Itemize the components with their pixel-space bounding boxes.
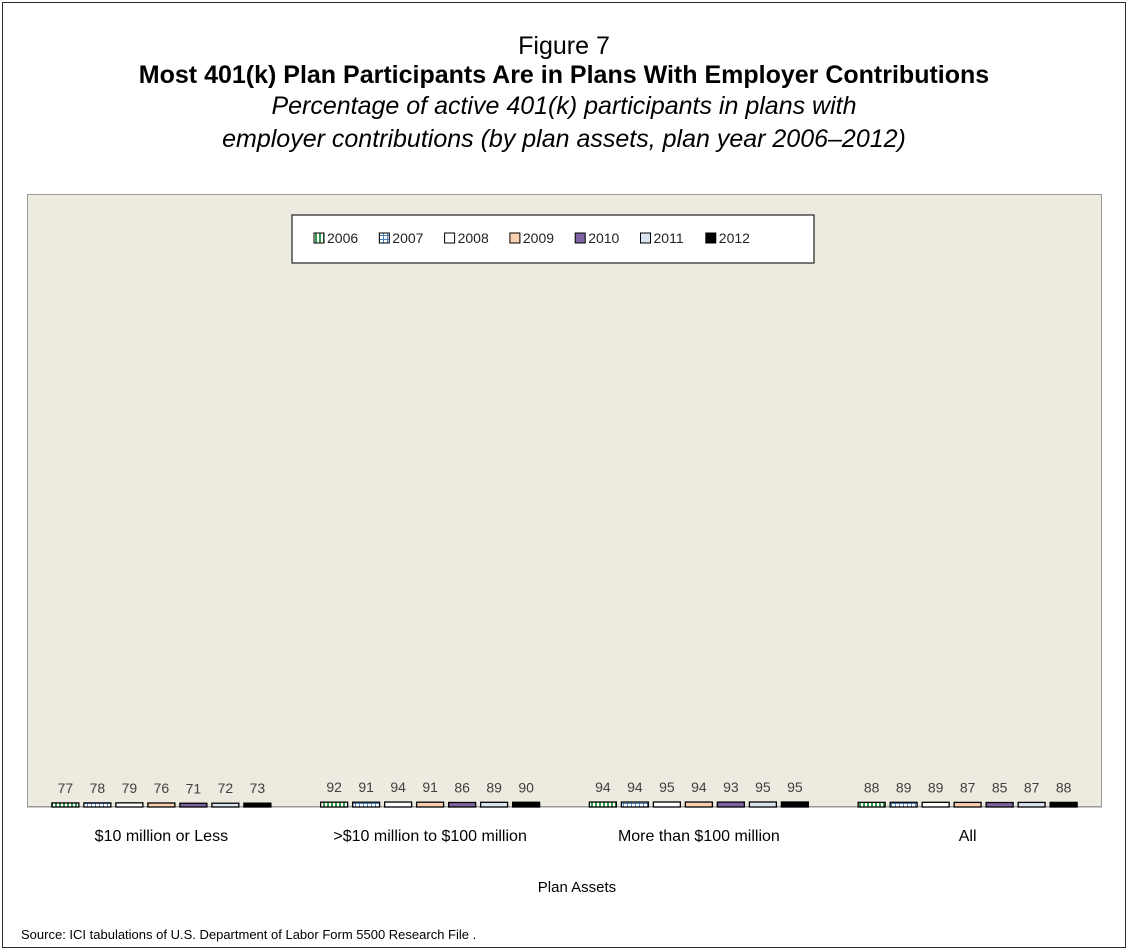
category-label-10-million-to-100-million: >$10 million to $100 million [333, 828, 526, 845]
category-label-10-million-or-less: $10 million or Less [95, 828, 228, 845]
legend-label-2010: 2010 [588, 230, 619, 246]
bar-2008-more-than-100-million [652, 801, 682, 808]
legend-swatch-2008 [444, 232, 456, 244]
data-label-2007-10-million-or-less: 78 [90, 780, 106, 796]
data-label-2011-all: 87 [1024, 779, 1040, 795]
bar-2011-more-than-100-million [748, 801, 778, 808]
chart-title: Most 401(k) Plan Participants Are in Pla… [138, 61, 990, 89]
data-label-2011-more-than-100-million: 95 [755, 779, 771, 795]
data-label-2009-10-million-to-100-million: 91 [422, 779, 438, 795]
data-label-2010-10-million-to-100-million: 86 [454, 779, 470, 795]
legend: 2006 2007 2008 2009 2010 2011 2012 [291, 214, 815, 264]
legend-label-2006: 2006 [327, 230, 358, 246]
legend-label-2009: 2009 [523, 230, 554, 246]
data-label-2009-more-than-100-million: 94 [691, 779, 707, 795]
bar-2006-10-million-to-100-million [319, 801, 349, 808]
data-label-2007-more-than-100-million: 94 [627, 779, 643, 795]
data-label-2010-all: 85 [992, 780, 1008, 796]
data-label-2007-10-million-to-100-million: 91 [358, 779, 374, 795]
bar-2008-10-million-to-100-million [383, 801, 413, 808]
bar-2011-10-million-to-100-million [479, 801, 509, 808]
data-label-2007-all: 89 [896, 779, 912, 795]
labels-layer: 77 78 79 76 71 72 73 $10 million or Less 92 91 94 9… [58, 779, 1072, 896]
bar-2010-10-million-or-less [179, 802, 208, 808]
data-label-2010-more-than-100-million: 93 [723, 779, 739, 795]
legend-label-2011: 2011 [654, 230, 684, 246]
bar-2006-10-million-or-less [51, 802, 80, 808]
bar-2009-10-million-or-less [147, 802, 176, 808]
legend-label-2008: 2008 [458, 230, 489, 246]
data-label-2011-10-million-to-100-million: 89 [486, 779, 502, 795]
chart-subtitle-line-2: employer contributions (by plan assets, … [222, 125, 906, 153]
bar-2010-all [985, 801, 1014, 808]
legend-swatch-2012 [705, 232, 717, 244]
chart-subtitle-line-1: Percentage of active 401(k) participants… [271, 92, 857, 120]
source-note: Source: ICI tabulations of U.S. Departme… [21, 927, 477, 942]
bar-2008-10-million-or-less [115, 802, 144, 808]
bar-2009-all [953, 801, 982, 808]
bars-layer [27, 801, 1102, 808]
legend-swatch-2007 [378, 232, 390, 244]
bar-2006-all [857, 801, 886, 808]
legend-label-2012: 2012 [719, 230, 750, 246]
data-label-2010-10-million-or-less: 71 [186, 780, 202, 796]
bar-2011-10-million-or-less [211, 802, 240, 808]
data-label-2011-10-million-or-less: 72 [218, 780, 234, 796]
category-label-all: All [959, 828, 977, 845]
bar-2010-10-million-to-100-million [447, 801, 477, 808]
legend-label-2007: 2007 [392, 230, 423, 246]
bar-2009-10-million-to-100-million [415, 801, 445, 808]
plot-area [27, 194, 1102, 807]
data-label-2012-10-million-or-less: 73 [250, 780, 266, 796]
bar-2009-more-than-100-million [684, 801, 714, 808]
bar-chart: 77 78 79 76 71 72 73 $10 million or Less 92 91 94 9… [27, 214, 1102, 896]
data-label-2008-more-than-100-million: 95 [659, 779, 675, 795]
bar-2010-more-than-100-million [716, 801, 746, 808]
bar-2007-10-million-to-100-million [351, 801, 381, 808]
legend-swatch-2006 [313, 232, 325, 244]
legend-swatch-2009 [509, 232, 521, 244]
data-label-2012-10-million-to-100-million: 90 [518, 779, 534, 795]
figure-label: Figure 7 [518, 32, 610, 60]
x-axis-title: Plan Assets [538, 879, 616, 896]
bar-2012-more-than-100-million [780, 801, 810, 808]
bar-2007-all [889, 801, 918, 808]
bar-2012-10-million-to-100-million [511, 801, 541, 808]
legend-swatch-2011 [640, 232, 651, 244]
data-label-2008-all: 89 [928, 779, 944, 795]
bar-2012-10-million-or-less [243, 802, 272, 808]
bar-2007-more-than-100-million [620, 801, 650, 808]
data-label-2008-10-million-to-100-million: 94 [390, 779, 406, 795]
data-label-2012-all: 88 [1056, 779, 1072, 795]
data-label-2006-10-million-to-100-million: 92 [326, 779, 342, 795]
data-label-2006-10-million-or-less: 77 [58, 780, 74, 796]
category-label-more-than-100-million: More than $100 million [618, 828, 780, 845]
bar-2011-all [1017, 801, 1046, 808]
bar-2006-more-than-100-million [588, 801, 618, 808]
figure-header: Figure 7 Most 401(k) Plan Participants A… [3, 3, 1125, 156]
bar-2007-10-million-or-less [83, 802, 112, 808]
data-label-2006-more-than-100-million: 94 [595, 779, 611, 795]
legend-swatch-2010 [574, 232, 586, 244]
data-label-2012-more-than-100-million: 95 [787, 779, 803, 795]
data-label-2009-10-million-or-less: 76 [154, 780, 170, 796]
data-label-2009-all: 87 [960, 779, 976, 795]
bar-2008-all [921, 801, 950, 808]
data-label-2006-all: 88 [864, 779, 880, 795]
data-label-2008-10-million-or-less: 79 [122, 780, 138, 796]
bar-2012-all [1049, 801, 1078, 808]
